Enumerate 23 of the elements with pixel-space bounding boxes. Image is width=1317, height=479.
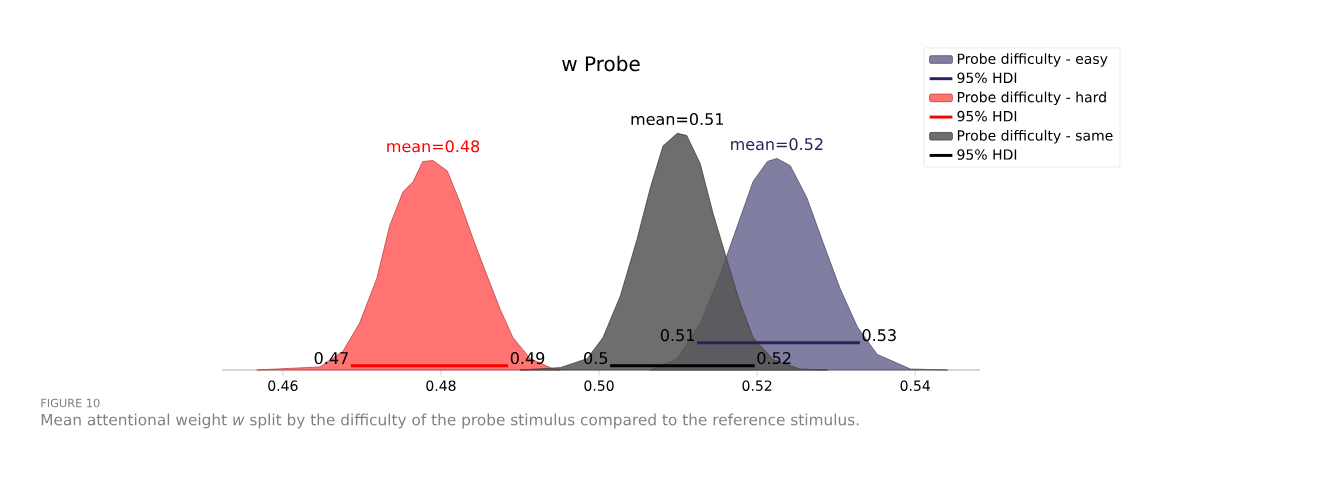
x-tick-label: 0.54 — [900, 380, 930, 391]
annotation: 0.5 — [584, 352, 608, 365]
x-tick-label: 0.46 — [268, 380, 298, 391]
annotation: mean=0.51 — [631, 112, 723, 126]
annotation: 0.49 — [510, 352, 545, 365]
annotation: 0.51 — [660, 329, 694, 342]
x-tick-label: 0.48 — [426, 380, 456, 391]
caption: FIGURE 10 — [41, 398, 100, 408]
legend-label: 95% HDI — [957, 149, 1017, 160]
annotation: 0.52 — [757, 352, 791, 365]
annotation: mean=0.52 — [731, 138, 823, 151]
legend-label: Probe difficulty - same — [957, 129, 1113, 144]
text: Mean attentional weight w split by the difficulty of the probe stimulus compared to the reference stimulus. — [41, 413, 859, 429]
annotation: mean=0.48 — [387, 140, 480, 153]
legend-label: Probe difficulty - easy — [957, 53, 1108, 67]
legend-label: Probe difficulty - hard — [957, 91, 1106, 106]
x-tick-label: 0.50 — [584, 380, 614, 391]
legend-label: 95% HDI — [957, 110, 1017, 122]
annotation: 0.53 — [862, 329, 896, 342]
chart-title: w Probe — [562, 55, 640, 72]
x-tick-label: 0.52 — [742, 380, 772, 391]
annotation: 0.47 — [314, 352, 348, 365]
legend-label: 95% HDI — [957, 72, 1017, 84]
